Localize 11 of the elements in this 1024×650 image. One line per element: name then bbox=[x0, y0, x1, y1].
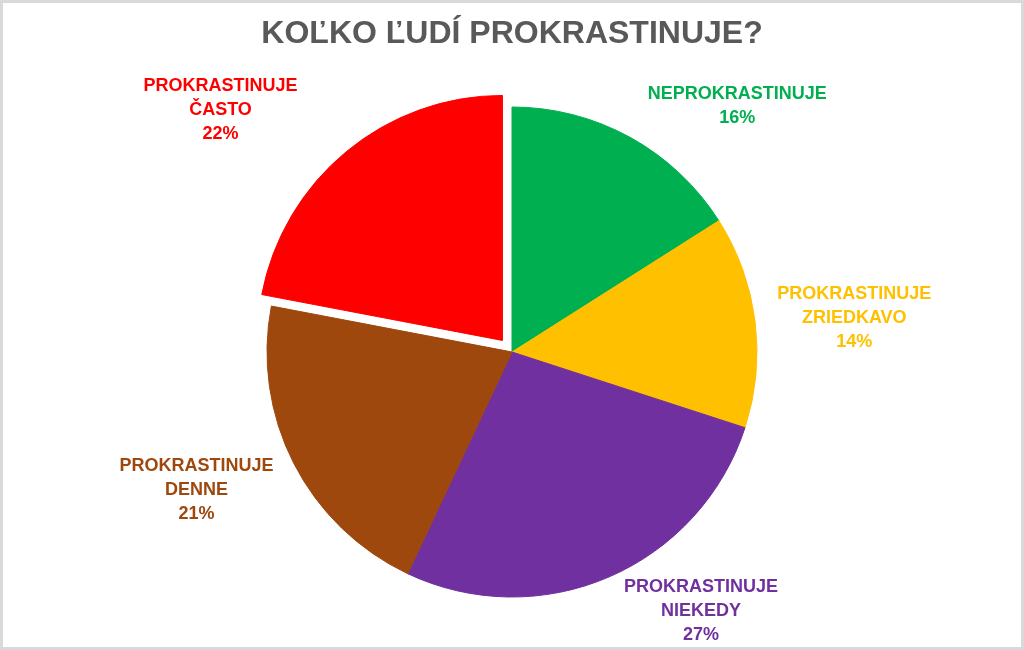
slice-label: PROKRASTINUJE ČASTO bbox=[143, 74, 298, 119]
data-label: 22% bbox=[202, 122, 239, 143]
slice-label: PROKRASTINUJE DENNE bbox=[119, 455, 274, 500]
data-label: 21% bbox=[178, 503, 215, 524]
data-label: 16% bbox=[719, 106, 756, 127]
slice-label: PROKRASTINUJE ZRIEDKAVO bbox=[777, 282, 932, 327]
slice-label: NEPROKRASTINUJE bbox=[647, 82, 827, 103]
data-label: 27% bbox=[683, 623, 720, 644]
chart-title: KOĽKO ĽUDÍ PROKRASTINUJE? bbox=[260, 13, 764, 51]
slice-label: PROKRASTINUJE NIEKEDY bbox=[624, 575, 779, 620]
data-label: 14% bbox=[836, 330, 873, 351]
